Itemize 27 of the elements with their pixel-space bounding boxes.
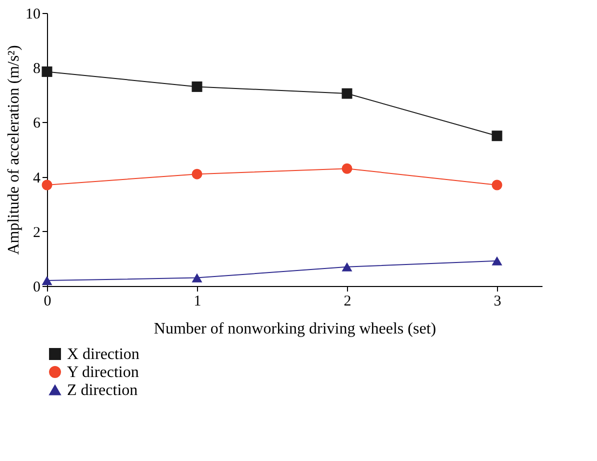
point <box>342 163 352 174</box>
y-tick-label: 6 <box>33 116 41 132</box>
y-tick-label: 2 <box>33 224 40 241</box>
x-tick-label: 2 <box>344 294 352 310</box>
point <box>492 180 502 190</box>
point <box>192 273 202 282</box>
x-tick-label: 0 <box>44 294 52 310</box>
point <box>192 168 202 180</box>
legend-label: Y direction <box>67 364 139 381</box>
y-axis-title: Amplitude of acceleration (m/s²) <box>6 45 22 255</box>
y-tick-label: 8 <box>33 61 40 78</box>
point <box>42 66 52 77</box>
point <box>42 180 52 190</box>
point <box>192 81 202 92</box>
legend-label: X direction <box>67 346 140 363</box>
point <box>492 256 502 266</box>
y-tick-label: 4 <box>33 170 41 186</box>
point <box>342 262 352 272</box>
x-tick-label: 3 <box>494 294 502 310</box>
y-tick-label: 10 <box>26 6 40 22</box>
x-axis-title: Number of nonworking driving wheels (set) <box>154 320 436 338</box>
point <box>342 88 352 99</box>
point <box>42 276 52 286</box>
point <box>492 130 502 142</box>
legend-label: Z direction <box>67 382 138 399</box>
x-tick-label: 1 <box>194 294 202 310</box>
y-tick-label: 0 <box>33 280 40 296</box>
